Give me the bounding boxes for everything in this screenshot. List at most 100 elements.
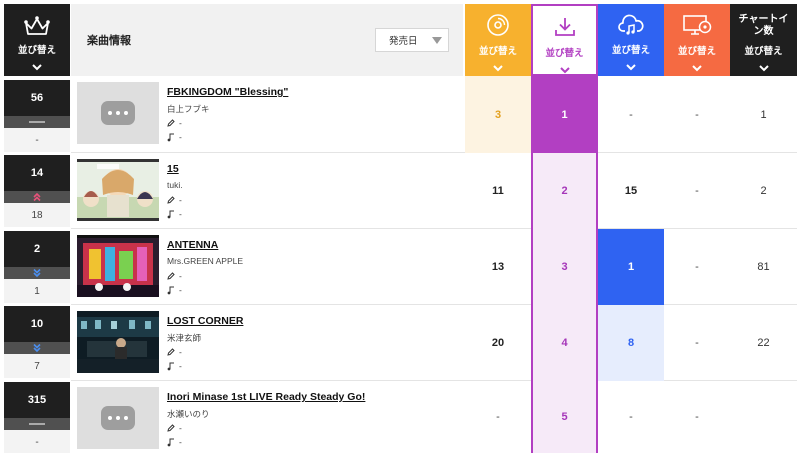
pc-lookup-rank: - (695, 108, 699, 121)
lyricist-credit: - (167, 195, 182, 205)
rank-down-icon (4, 267, 70, 279)
caret-down-icon (432, 36, 442, 44)
cd-sales-rank: - (496, 411, 500, 423)
rank-cell: 315 - (4, 382, 70, 453)
chevron-down-icon (691, 59, 703, 77)
song-info-header: 楽曲情報 発売日 (71, 4, 463, 76)
artist-name: 米津玄師 (167, 333, 202, 343)
previous-rank: 7 (4, 354, 70, 378)
composer-credit: - (167, 285, 182, 295)
sort-select-value: 発売日 (389, 36, 418, 47)
song-title-link[interactable]: ANTENNA (167, 239, 219, 251)
sort-label: 並び替え (545, 48, 584, 59)
chart-in-count-label: チャートイン数 (738, 14, 789, 37)
pc-lookup-rank: - (695, 185, 699, 197)
chevron-down-icon (625, 58, 637, 76)
download-sort-header[interactable]: 並び替え (531, 4, 598, 76)
video-thumbnail-placeholder[interactable] (77, 82, 159, 144)
pencil-icon (167, 272, 175, 280)
pc-lookup-rank: - (695, 337, 699, 349)
rank-sort-header[interactable]: 並び替え (4, 4, 70, 76)
pencil-icon (167, 119, 175, 127)
video-thumbnail-placeholder[interactable] (77, 387, 159, 449)
song-title-link[interactable]: FBKINGDOM "Blessing" (167, 86, 289, 98)
lyricist-value: - (179, 423, 182, 433)
monitor-disc-icon (682, 13, 712, 37)
current-rank: 56 (4, 80, 70, 116)
song-title-link[interactable]: Inori Minase 1st LIVE Ready Steady Go! (167, 391, 366, 403)
pencil-icon (167, 196, 175, 204)
chart-in-count: 1 (760, 108, 767, 121)
streaming-rank: 15 (624, 185, 638, 197)
previous-rank: - (4, 430, 70, 453)
song-title-link[interactable]: LOST CORNER (167, 315, 244, 327)
music-note-icon (167, 286, 174, 294)
table-row (71, 76, 797, 153)
lyricist-value: - (179, 118, 182, 128)
pc-lookup-rank: - (695, 411, 699, 423)
video-thumbnail[interactable] (77, 311, 159, 373)
chart-in-count: 2 (760, 185, 767, 197)
chevron-down-icon (492, 59, 504, 77)
pc-lookup-rank: - (695, 261, 699, 273)
composer-credit: - (167, 361, 182, 371)
previous-rank: - (4, 128, 70, 152)
crown-icon (23, 14, 51, 37)
chevron-down-icon (758, 59, 770, 77)
more-icon (101, 101, 135, 125)
download-rank: 3 (531, 229, 598, 305)
lyricist-value: - (179, 347, 182, 357)
table-row (71, 229, 797, 305)
video-thumbnail[interactable] (77, 235, 159, 297)
music-note-icon (167, 438, 174, 446)
music-note-icon (167, 210, 174, 218)
download-rank: 2 (531, 153, 598, 229)
cd-sales-sort-header[interactable]: 並び替え (465, 4, 531, 76)
sort-label: 並び替え (677, 46, 716, 57)
song-info: LOST CORNER 米津玄師 - - (71, 305, 463, 381)
streaming-rank: - (629, 108, 633, 121)
rank-up-icon (4, 191, 70, 203)
rank-down-icon (4, 342, 70, 354)
rank-sort-label: 並び替え (17, 45, 56, 56)
streaming-rank: 8 (598, 305, 664, 381)
artist-name: 水瀬いのり (167, 409, 210, 419)
current-rank: 10 (4, 306, 70, 342)
composer-value: - (179, 437, 182, 447)
music-note-icon (167, 362, 174, 370)
chart-in-count-sort-header[interactable]: チャートイン数 並び替え (730, 4, 797, 76)
sort-label: 並び替え (478, 46, 517, 57)
rank-cell: 14 18 (4, 155, 70, 227)
sort-label: 並び替え (611, 45, 650, 56)
song-info: Inori Minase 1st LIVE Ready Steady Go! 水… (71, 381, 463, 453)
table-row (71, 305, 797, 381)
song-info: 15 tuki. - - (71, 153, 463, 229)
cloud-music-icon (618, 13, 644, 36)
composer-value: - (179, 209, 182, 219)
download-icon (553, 15, 577, 39)
song-title-link[interactable]: 15 (167, 163, 179, 175)
music-note-icon (167, 133, 174, 141)
artist-name: 白上フブキ (167, 104, 210, 114)
streaming-rank: 1 (598, 229, 664, 305)
chevron-down-icon (559, 61, 571, 79)
streaming-rank: - (629, 411, 633, 423)
download-rank: 4 (531, 305, 598, 381)
rank-cell: 2 1 (4, 231, 70, 303)
video-thumbnail[interactable] (77, 159, 159, 221)
table-row (71, 153, 797, 229)
lyricist-credit: - (167, 423, 182, 433)
pc-lookup-sort-header[interactable]: 並び替え (664, 4, 730, 76)
composer-credit: - (167, 132, 182, 142)
streaming-sort-header[interactable]: 並び替え (598, 4, 664, 76)
sort-label: 並び替え (744, 46, 783, 57)
composer-value: - (179, 132, 182, 142)
release-date-sort-select[interactable]: 発売日 (375, 28, 449, 52)
lyricist-credit: - (167, 347, 182, 357)
lyricist-value: - (179, 195, 182, 205)
chevron-down-icon (31, 58, 43, 76)
song-info: FBKINGDOM "Blessing" 白上フブキ - - (71, 76, 463, 153)
more-icon (101, 406, 135, 430)
song-info: ANTENNA Mrs.GREEN APPLE - - (71, 229, 463, 305)
rank-cell: 56 - (4, 80, 70, 152)
